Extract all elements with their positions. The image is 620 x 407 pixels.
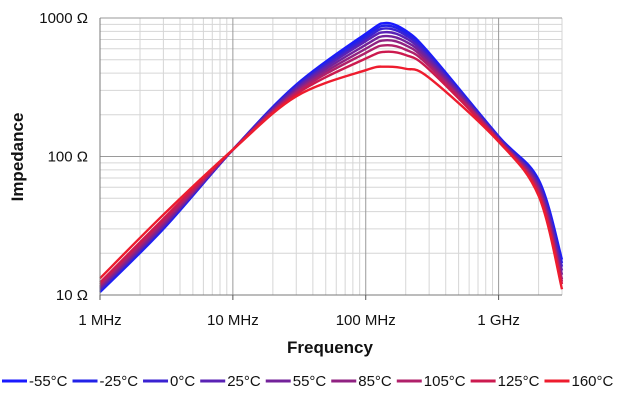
x-axis-title: Frequency xyxy=(287,338,374,357)
y-tick-label: 100 Ω xyxy=(48,149,88,166)
x-tick-label: 100 MHz xyxy=(336,312,396,329)
legend-label: -25°C xyxy=(100,373,139,390)
x-tick-label: 1 GHz xyxy=(477,312,520,329)
legend-label: 85°C xyxy=(358,373,392,390)
y-tick-label: 10 Ω xyxy=(56,287,88,304)
x-tick-label: 1 MHz xyxy=(78,312,121,329)
series-lines xyxy=(99,21,564,293)
legend-label: 125°C xyxy=(498,373,540,390)
y-tick-label: 1000 Ω xyxy=(39,10,88,27)
legend: -55°C -25°C 0°C 25°C 55°C 85°C 105°C 125°C 160°C xyxy=(2,373,614,390)
x-tick-label: 10 MHz xyxy=(207,312,259,329)
legend-label: 160°C xyxy=(571,373,613,390)
legend-label: -55°C xyxy=(29,373,68,390)
y-axis-title: Impedance xyxy=(8,113,27,202)
legend-label: 0°C xyxy=(170,373,195,390)
legend-label: 105°C xyxy=(424,373,466,390)
legend-label: 25°C xyxy=(227,373,261,390)
series-line xyxy=(99,65,564,290)
legend-label: 55°C xyxy=(293,373,327,390)
axes: 1 MHz 10 MHz 100 MHz 1 GHz 10 Ω 100 Ω 1000 Ω xyxy=(39,10,562,329)
